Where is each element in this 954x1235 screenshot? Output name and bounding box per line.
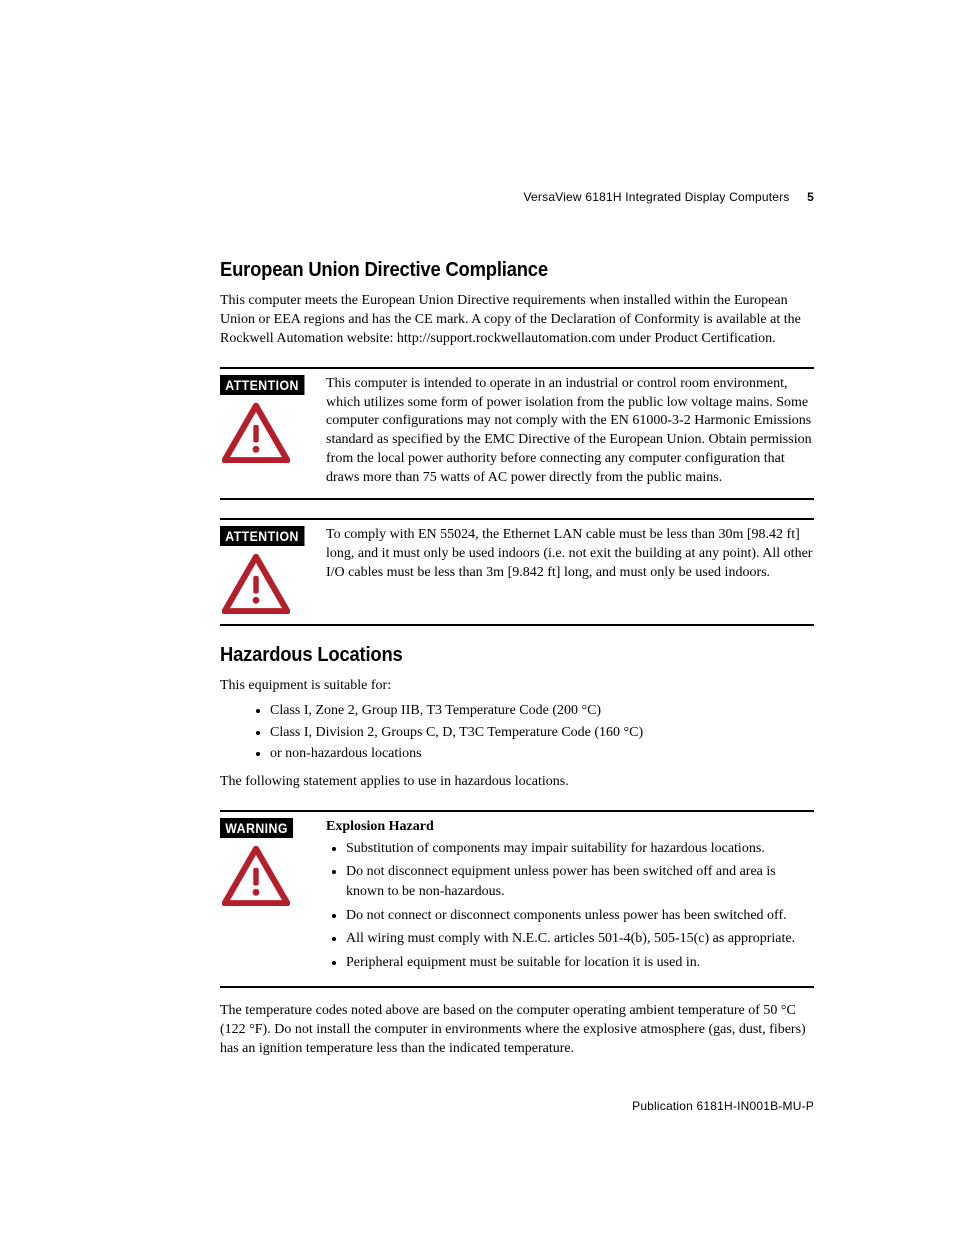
hazloc-after: The following statement applies to use i… (220, 773, 814, 792)
attention-badge: ATTENTION (220, 375, 304, 395)
callout-label-column: ATTENTION (220, 375, 320, 488)
callout-text: This computer is intended to operate in … (326, 375, 814, 488)
attention-callout-1: ATTENTION This computer is intended to o… (220, 367, 814, 500)
closing-paragraph: The temperature codes noted above are ba… (220, 1002, 814, 1059)
header-title: VersaView 6181H Integrated Display Compu… (524, 190, 790, 204)
list-item: Do not disconnect equipment unless power… (346, 862, 814, 901)
attention-badge: ATTENTION (220, 526, 304, 546)
list-item: Do not connect or disconnect components … (346, 906, 814, 926)
callout-label-column: ATTENTION (220, 526, 320, 614)
publication-footer: Publication 6181H-IN001B-MU-P (220, 1099, 814, 1113)
hazloc-bullet-list: Class I, Zone 2, Group IIB, T3 Temperatu… (236, 700, 814, 765)
list-item: Substitution of components may impair su… (346, 839, 814, 859)
list-item: Class I, Division 2, Groups C, D, T3C Te… (270, 722, 814, 744)
warning-triangle-icon (222, 554, 290, 614)
warning-subtitle: Explosion Hazard (326, 818, 814, 837)
section-heading-eu: European Union Directive Compliance (220, 259, 766, 282)
list-item: Peripheral equipment must be suitable fo… (346, 953, 814, 973)
attention-callout-2: ATTENTION To comply with EN 55024, the E… (220, 518, 814, 626)
warning-bullet-list: Substitution of components may impair su… (326, 839, 814, 973)
section-eu-paragraph: This computer meets the European Union D… (220, 292, 814, 349)
section-heading-hazloc: Hazardous Locations (220, 644, 766, 667)
list-item: All wiring must comply with N.E.C. artic… (346, 929, 814, 949)
warning-triangle-icon (222, 846, 290, 906)
list-item: or non-hazardous locations (270, 743, 814, 765)
callout-text: Explosion Hazard Substitution of compone… (326, 818, 814, 976)
warning-callout: WARNING Explosion Hazard Substitution of… (220, 810, 814, 988)
document-page: VersaView 6181H Integrated Display Compu… (0, 0, 954, 1173)
callout-text: To comply with EN 55024, the Ethernet LA… (326, 526, 814, 614)
hazloc-intro: This equipment is suitable for: (220, 677, 814, 696)
warning-badge: WARNING (220, 818, 293, 838)
warning-triangle-icon (222, 403, 290, 463)
callout-label-column: WARNING (220, 818, 320, 976)
running-header: VersaView 6181H Integrated Display Compu… (220, 190, 814, 204)
header-page-number: 5 (807, 190, 814, 204)
list-item: Class I, Zone 2, Group IIB, T3 Temperatu… (270, 700, 814, 722)
